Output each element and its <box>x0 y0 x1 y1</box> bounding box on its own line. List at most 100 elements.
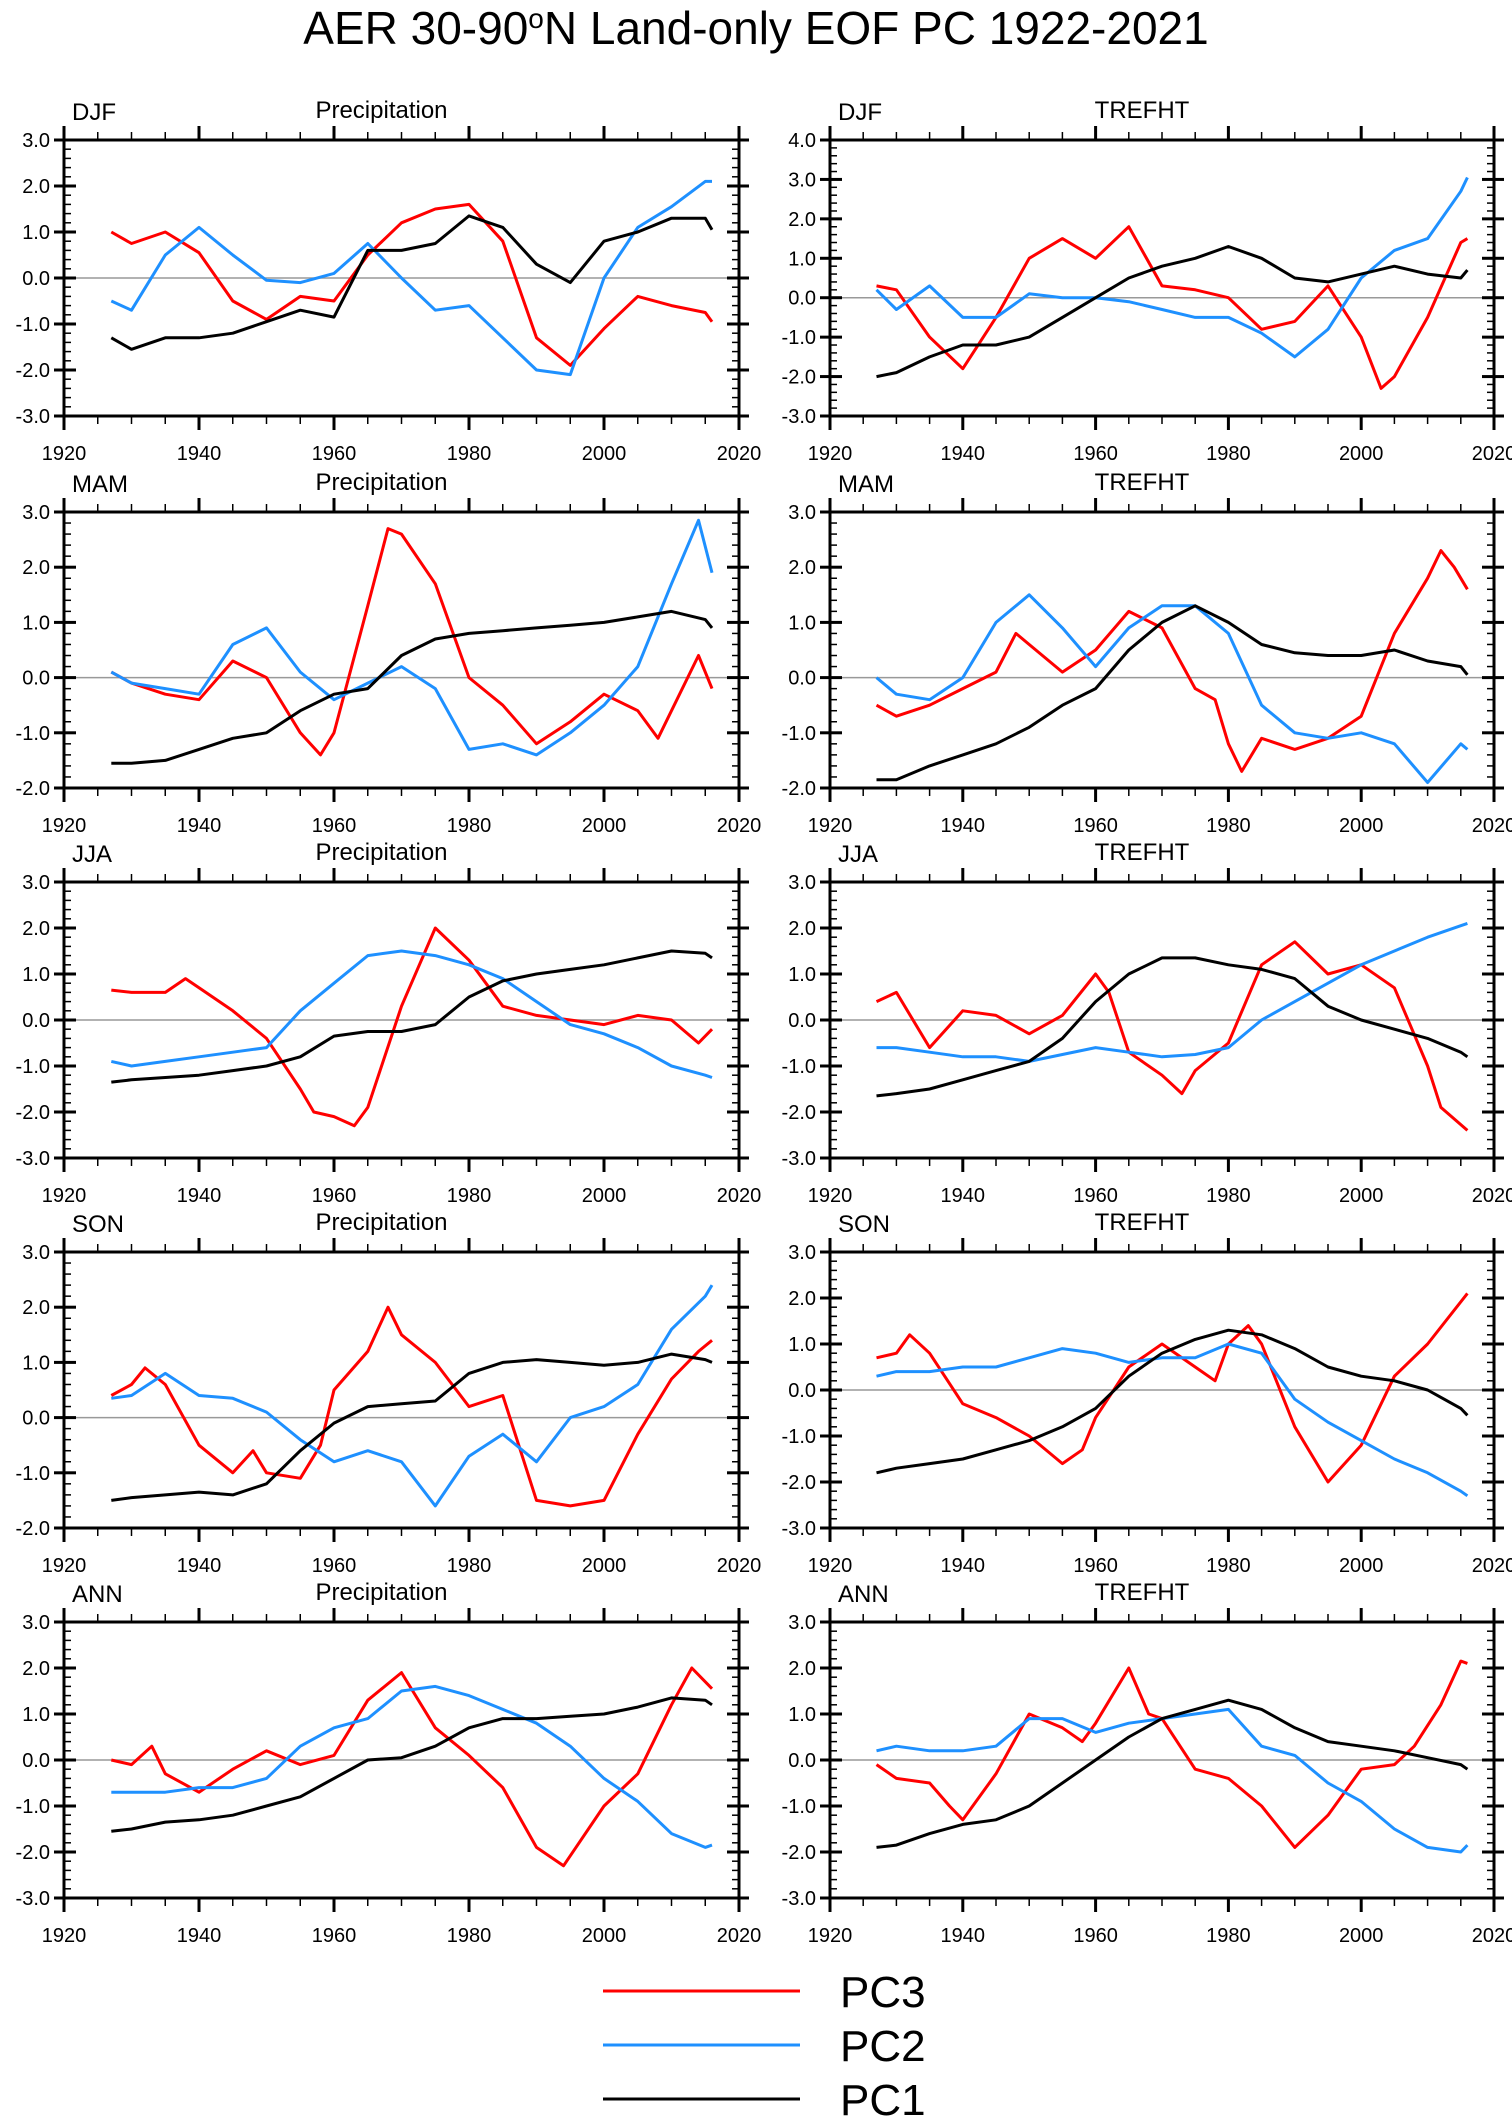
x-tick-label: 1980 <box>447 815 492 837</box>
series-pc3-line <box>876 225 1469 390</box>
x-tick-label: 1920 <box>808 815 853 837</box>
legend-label: PC3 <box>840 1968 926 2017</box>
panel-son-trefht: SON TREFHT -3.0 -2.0 -1.0 0.0 1.0 2.0 3.0 1920 194… <box>782 1209 1512 1577</box>
y-tick-label: -2.0 <box>16 1518 50 1540</box>
y-tick-label: 2.0 <box>22 918 50 940</box>
y-tick-label: 3.0 <box>22 1242 50 1264</box>
y-tick-label: -2.0 <box>782 367 816 389</box>
x-tick-label: 2000 <box>1339 815 1384 837</box>
x-tick-label: 1940 <box>177 1555 222 1577</box>
series-pc2-line <box>875 593 1469 784</box>
x-tick-label: 1920 <box>808 1925 853 1947</box>
x-tick-label: 1940 <box>941 1185 986 1207</box>
series-pc1-line <box>876 1328 1469 1475</box>
x-tick-label: 2000 <box>1339 1925 1384 1947</box>
y-tick-label: 1.0 <box>788 612 816 634</box>
y-tick-label: -3.0 <box>782 1148 816 1170</box>
x-tick-label: 1960 <box>312 1555 357 1577</box>
series-pc2-line <box>110 179 712 377</box>
y-tick-label: 1.0 <box>788 1704 816 1726</box>
y-tick-label: 3.0 <box>22 130 50 152</box>
y-tick-label: -1.0 <box>16 1796 50 1818</box>
series-pc2-line <box>110 518 714 757</box>
season-label: MAM <box>838 471 894 498</box>
panel-mam-precipitation: MAM Precipitation -2.0 -1.0 0.0 1.0 2.0 3.0 1920… <box>16 469 762 837</box>
y-tick-label: -3.0 <box>782 406 816 428</box>
y-tick-label: -2.0 <box>16 1102 50 1124</box>
y-tick-label: 0.0 <box>22 668 50 690</box>
legend-label: PC2 <box>840 2022 926 2071</box>
x-tick-label: 1960 <box>1073 815 1118 837</box>
x-tick-label: 2000 <box>582 1555 627 1577</box>
y-tick-label: 0.0 <box>788 1010 816 1032</box>
series-pc3-line <box>111 926 714 1128</box>
plot-frame <box>828 138 1496 418</box>
y-tick-label: 2.0 <box>788 1658 816 1680</box>
panels: DJF Precipitation -3.0 -2.0 -1.0 0.0 1.0 2.0 3.0… <box>16 97 1512 1947</box>
plot-frame <box>828 1250 1496 1530</box>
panel-ann-trefht: ANN TREFHT -3.0 -2.0 -1.0 0.0 1.0 2.0 3.0 1920 194… <box>782 1579 1512 1947</box>
x-tick-label: 1920 <box>808 1185 853 1207</box>
y-tick-label: -2.0 <box>782 778 816 800</box>
panel-title: Precipitation <box>315 97 447 124</box>
y-tick-label: -2.0 <box>782 1472 816 1494</box>
series-pc1-line <box>110 214 714 351</box>
series-pc3-line <box>875 1659 1468 1849</box>
series-pc1-line <box>876 245 1469 379</box>
season-label: SON <box>72 1211 124 1238</box>
y-tick-label: 2.0 <box>22 176 50 198</box>
series-pc3-line <box>876 1292 1469 1484</box>
y-tick-label: -1.0 <box>782 1056 816 1078</box>
series-pc3-line <box>110 527 714 757</box>
series-pc1-line <box>876 1698 1469 1849</box>
plot-frame <box>828 880 1496 1160</box>
y-tick-label: 1.0 <box>22 222 50 244</box>
y-tick-label: 3.0 <box>788 169 816 191</box>
y-tick-label: 2.0 <box>788 1288 816 1310</box>
x-tick-label: 1980 <box>1206 815 1251 837</box>
x-tick-label: 2000 <box>582 1925 627 1947</box>
x-tick-label: 1920 <box>808 1555 853 1577</box>
x-tick-label: 1960 <box>1073 443 1118 465</box>
legend: PC3 PC2 PC1 <box>603 1968 926 2125</box>
x-tick-label: 1980 <box>1206 1555 1251 1577</box>
y-tick-label: 1.0 <box>22 1352 50 1374</box>
panel-title: TREFHT <box>1095 1579 1190 1606</box>
x-tick-label: 1960 <box>312 815 357 837</box>
series-pc2-line <box>876 1342 1469 1498</box>
plot-frame <box>828 510 1496 790</box>
y-tick-label: 0.0 <box>788 288 816 310</box>
y-tick-label: 0.0 <box>22 1010 50 1032</box>
season-label: JJA <box>838 841 878 868</box>
series-pc2-line <box>876 1707 1469 1854</box>
panel-title: TREFHT <box>1095 97 1190 124</box>
y-tick-label: 0.0 <box>22 1750 50 1772</box>
panel-title: Precipitation <box>315 1209 447 1236</box>
season-label: MAM <box>72 471 128 498</box>
y-tick-label: -1.0 <box>782 1796 816 1818</box>
y-tick-label: 3.0 <box>788 1242 816 1264</box>
series-pc1-line <box>111 1352 713 1502</box>
x-tick-label: 2020 <box>1472 1555 1512 1577</box>
y-tick-label: 2.0 <box>788 209 816 231</box>
panel-mam-trefht: MAM TREFHT -2.0 -1.0 0.0 1.0 2.0 3.0 1920 1940 196… <box>782 469 1512 837</box>
panel-son-precipitation: SON Precipitation -2.0 -1.0 0.0 1.0 2.0 3.0 1920… <box>16 1209 762 1577</box>
series-pc1-line <box>111 609 714 765</box>
y-tick-label: -3.0 <box>782 1888 816 1910</box>
y-tick-label: 3.0 <box>788 502 816 524</box>
panel-djf-trefht: DJF TREFHT -3.0 -2.0 -1.0 0.0 1.0 2.0 3.0 4.0 1920… <box>782 97 1512 465</box>
series-pc3-line <box>110 1305 713 1508</box>
y-tick-label: -1.0 <box>782 723 816 745</box>
season-label: DJF <box>838 99 882 126</box>
x-tick-label: 1920 <box>42 1925 87 1947</box>
y-tick-label: 2.0 <box>788 918 816 940</box>
y-tick-label: -2.0 <box>782 1102 816 1124</box>
x-tick-label: 1980 <box>447 443 492 465</box>
x-tick-label: 1920 <box>42 1185 87 1207</box>
y-tick-label: -1.0 <box>16 314 50 336</box>
series-pc1-line <box>111 949 713 1084</box>
x-tick-label: 2000 <box>582 443 627 465</box>
plot-frame <box>62 1620 741 1900</box>
y-tick-label: 2.0 <box>22 1297 50 1319</box>
x-tick-label: 1960 <box>312 443 357 465</box>
